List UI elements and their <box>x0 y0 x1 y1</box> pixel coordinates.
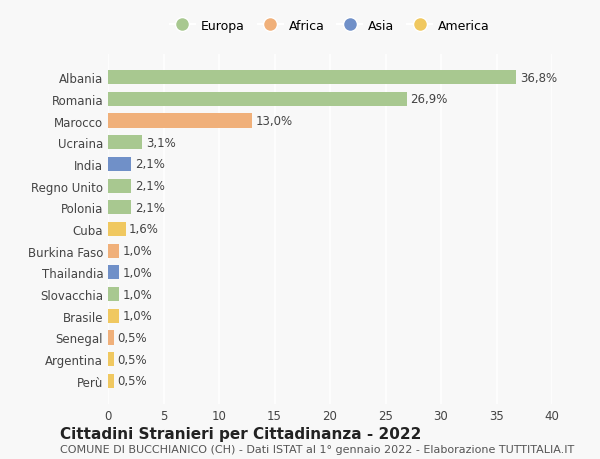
Text: 36,8%: 36,8% <box>520 72 557 84</box>
Bar <box>108 114 253 129</box>
Bar <box>108 374 113 388</box>
Bar <box>108 266 119 280</box>
Bar <box>108 223 126 236</box>
Text: COMUNE DI BUCCHIANICO (CH) - Dati ISTAT al 1° gennaio 2022 - Elaborazione TUTTIT: COMUNE DI BUCCHIANICO (CH) - Dati ISTAT … <box>60 444 574 454</box>
Text: 3,1%: 3,1% <box>146 136 175 149</box>
Text: 2,1%: 2,1% <box>134 202 164 214</box>
Legend: Europa, Africa, Asia, America: Europa, Africa, Asia, America <box>166 16 494 36</box>
Bar <box>108 353 113 366</box>
Text: Cittadini Stranieri per Cittadinanza - 2022: Cittadini Stranieri per Cittadinanza - 2… <box>60 426 421 442</box>
Text: 0,5%: 0,5% <box>117 375 146 387</box>
Text: 0,5%: 0,5% <box>117 331 146 344</box>
Text: 2,1%: 2,1% <box>134 180 164 193</box>
Bar <box>108 244 119 258</box>
Bar <box>108 201 131 215</box>
Bar <box>108 287 119 302</box>
Text: 1,0%: 1,0% <box>122 245 152 257</box>
Text: 1,0%: 1,0% <box>122 266 152 279</box>
Bar <box>108 71 517 85</box>
Bar <box>108 309 119 323</box>
Text: 13,0%: 13,0% <box>256 115 293 128</box>
Text: 0,5%: 0,5% <box>117 353 146 366</box>
Text: 1,0%: 1,0% <box>122 288 152 301</box>
Bar <box>108 136 142 150</box>
Text: 1,6%: 1,6% <box>129 223 159 236</box>
Text: 26,9%: 26,9% <box>410 93 447 106</box>
Bar <box>108 157 131 172</box>
Text: 2,1%: 2,1% <box>134 158 164 171</box>
Text: 1,0%: 1,0% <box>122 310 152 323</box>
Bar <box>108 93 407 106</box>
Bar <box>108 179 131 193</box>
Bar <box>108 330 113 345</box>
